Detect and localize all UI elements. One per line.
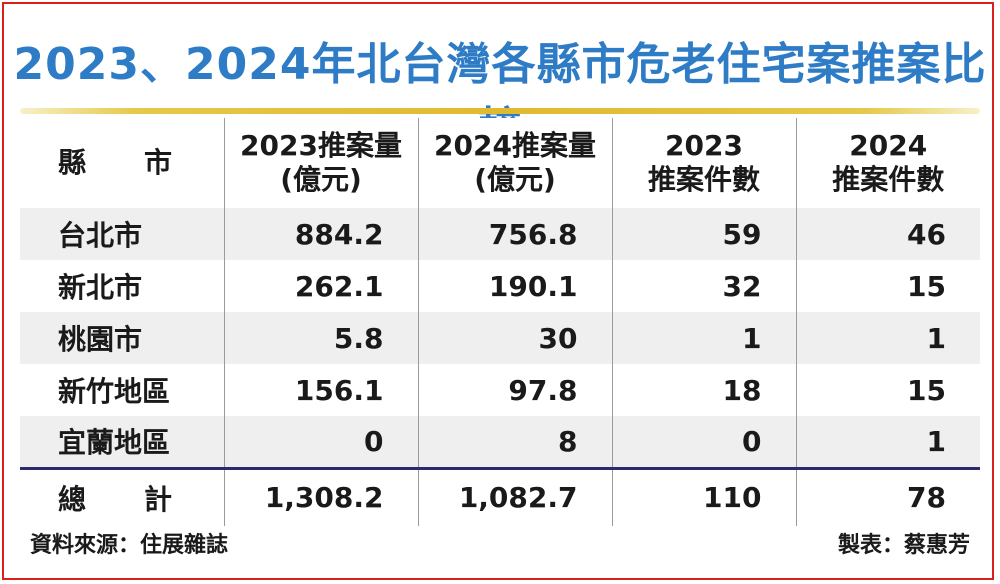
total-label-char-1: 總 bbox=[58, 482, 87, 516]
cell-amount-2024: 97.8 bbox=[417, 364, 612, 416]
header-county: 縣市 bbox=[20, 118, 224, 208]
title-rule bbox=[20, 108, 980, 114]
table-row: 桃園市 5.8 30 1 1 bbox=[20, 312, 980, 364]
total-count-2024: 78 bbox=[795, 466, 980, 526]
total-label-char-2: 計 bbox=[144, 482, 173, 516]
cell-count-2023: 1 bbox=[611, 312, 796, 364]
row-name: 桃園市 bbox=[20, 312, 224, 364]
header-count-2024-line1: 2024 bbox=[849, 129, 928, 162]
row-name: 台北市 bbox=[20, 208, 224, 260]
table-row: 台北市 884.2 756.8 59 46 bbox=[20, 208, 980, 260]
cell-count-2023: 18 bbox=[611, 364, 796, 416]
row-name: 宜蘭地區 bbox=[20, 416, 224, 468]
cell-count-2024: 46 bbox=[795, 208, 980, 260]
cell-count-2024: 1 bbox=[795, 312, 980, 364]
cell-amount-2023: 262.1 bbox=[223, 260, 418, 312]
cell-count-2023: 32 bbox=[611, 260, 796, 312]
cell-amount-2024: 8 bbox=[417, 416, 612, 468]
total-label: 總計 bbox=[20, 466, 224, 526]
total-amount-2023: 1,308.2 bbox=[223, 466, 418, 526]
header-count-2023: 2023 推案件數 bbox=[611, 118, 796, 208]
header-county-char-1: 縣 bbox=[58, 146, 87, 179]
cell-count-2024: 15 bbox=[795, 260, 980, 312]
cell-amount-2023: 5.8 bbox=[223, 312, 418, 364]
table-row: 新竹地區 156.1 97.8 18 15 bbox=[20, 364, 980, 416]
cell-count-2023: 0 bbox=[611, 416, 796, 468]
row-name: 新竹地區 bbox=[20, 364, 224, 416]
total-amount-2024: 1,082.7 bbox=[417, 466, 612, 526]
data-table-container: 縣市 2023推案量 (億元) 2024推案量 (億元) 2023 推案件數 2024… bbox=[20, 118, 980, 526]
cell-count-2024: 15 bbox=[795, 364, 980, 416]
header-amount-2023: 2023推案量 (億元) bbox=[223, 118, 418, 208]
table-row: 新北市 262.1 190.1 32 15 bbox=[20, 260, 980, 312]
table-row: 宜蘭地區 0 8 0 1 bbox=[20, 416, 980, 468]
source-note: 資料來源：住展雜誌 bbox=[30, 533, 229, 558]
header-amount-2024-line2: (億元) bbox=[474, 163, 556, 196]
header-count-2023-line1: 2023 bbox=[665, 129, 743, 162]
header-count-2023-line2: 推案件數 bbox=[647, 163, 760, 196]
cell-amount-2024: 30 bbox=[417, 312, 612, 364]
cell-count-2023: 59 bbox=[611, 208, 796, 260]
header-amount-2023-line2: (億元) bbox=[280, 163, 362, 196]
cell-amount-2023: 0 bbox=[223, 416, 418, 468]
cell-amount-2023: 156.1 bbox=[223, 364, 418, 416]
header-county-char-2: 市 bbox=[144, 146, 173, 179]
header-amount-2024: 2024推案量 (億元) bbox=[417, 118, 612, 208]
header-row: 縣市 2023推案量 (億元) 2024推案量 (億元) 2023 推案件數 2024… bbox=[20, 118, 980, 208]
cell-amount-2023: 884.2 bbox=[223, 208, 418, 260]
total-count-2023: 110 bbox=[611, 466, 796, 526]
total-row: 總計 1,308.2 1,082.7 110 78 bbox=[20, 466, 980, 526]
header-amount-2024-line1: 2024推案量 bbox=[434, 129, 596, 162]
cell-amount-2024: 190.1 bbox=[417, 260, 612, 312]
data-table: 縣市 2023推案量 (億元) 2024推案量 (億元) 2023 推案件數 2024… bbox=[20, 118, 980, 526]
cell-count-2024: 1 bbox=[795, 416, 980, 468]
header-amount-2023-line1: 2023推案量 bbox=[240, 129, 402, 162]
header-count-2024: 2024 推案件數 bbox=[795, 118, 980, 208]
maker-credit: 製表：蔡惠芳 bbox=[837, 533, 970, 558]
header-count-2024-line2: 推案件數 bbox=[832, 163, 945, 196]
row-name: 新北市 bbox=[20, 260, 224, 312]
cell-amount-2024: 756.8 bbox=[417, 208, 612, 260]
